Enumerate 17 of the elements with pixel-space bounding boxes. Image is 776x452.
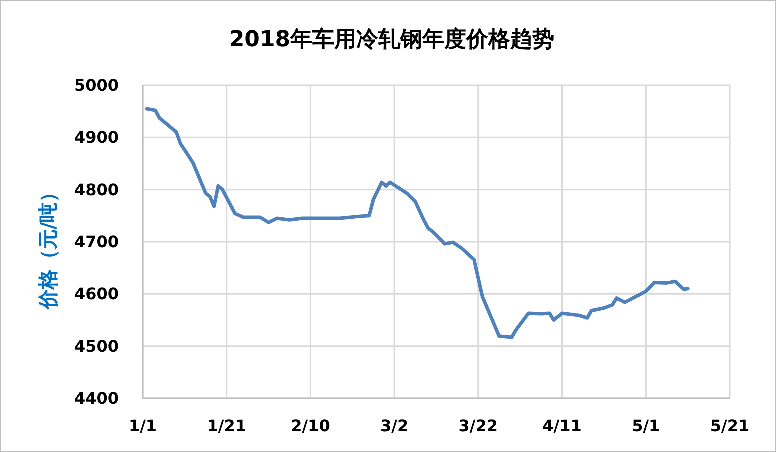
y-tick-label: 5000 [74, 76, 119, 95]
x-tick-label: 3/2 [380, 416, 409, 436]
y-tick-label: 4800 [74, 180, 119, 200]
x-tick-label: 1/21 [207, 416, 246, 436]
y-tick-label: 4700 [74, 232, 119, 252]
x-tick-label: 1/1 [128, 416, 158, 436]
x-tick-label: 4/11 [542, 416, 582, 436]
x-tick-label: 5/21 [710, 416, 750, 436]
y-tick-label: 4500 [74, 336, 119, 356]
x-tick-label: 5/1 [632, 416, 660, 436]
y-tick-label: 4400 [74, 389, 119, 408]
x-tick-label: 2/10 [291, 416, 330, 436]
chart-title: 2018年车用冷轧钢年度价格趋势 [229, 26, 555, 52]
x-tick-label: 3/22 [458, 416, 498, 436]
y-tick-label: 4600 [74, 284, 119, 304]
y-tick-label: 4900 [74, 128, 119, 148]
y-axis-title: 价格（元/吨） [36, 182, 60, 311]
